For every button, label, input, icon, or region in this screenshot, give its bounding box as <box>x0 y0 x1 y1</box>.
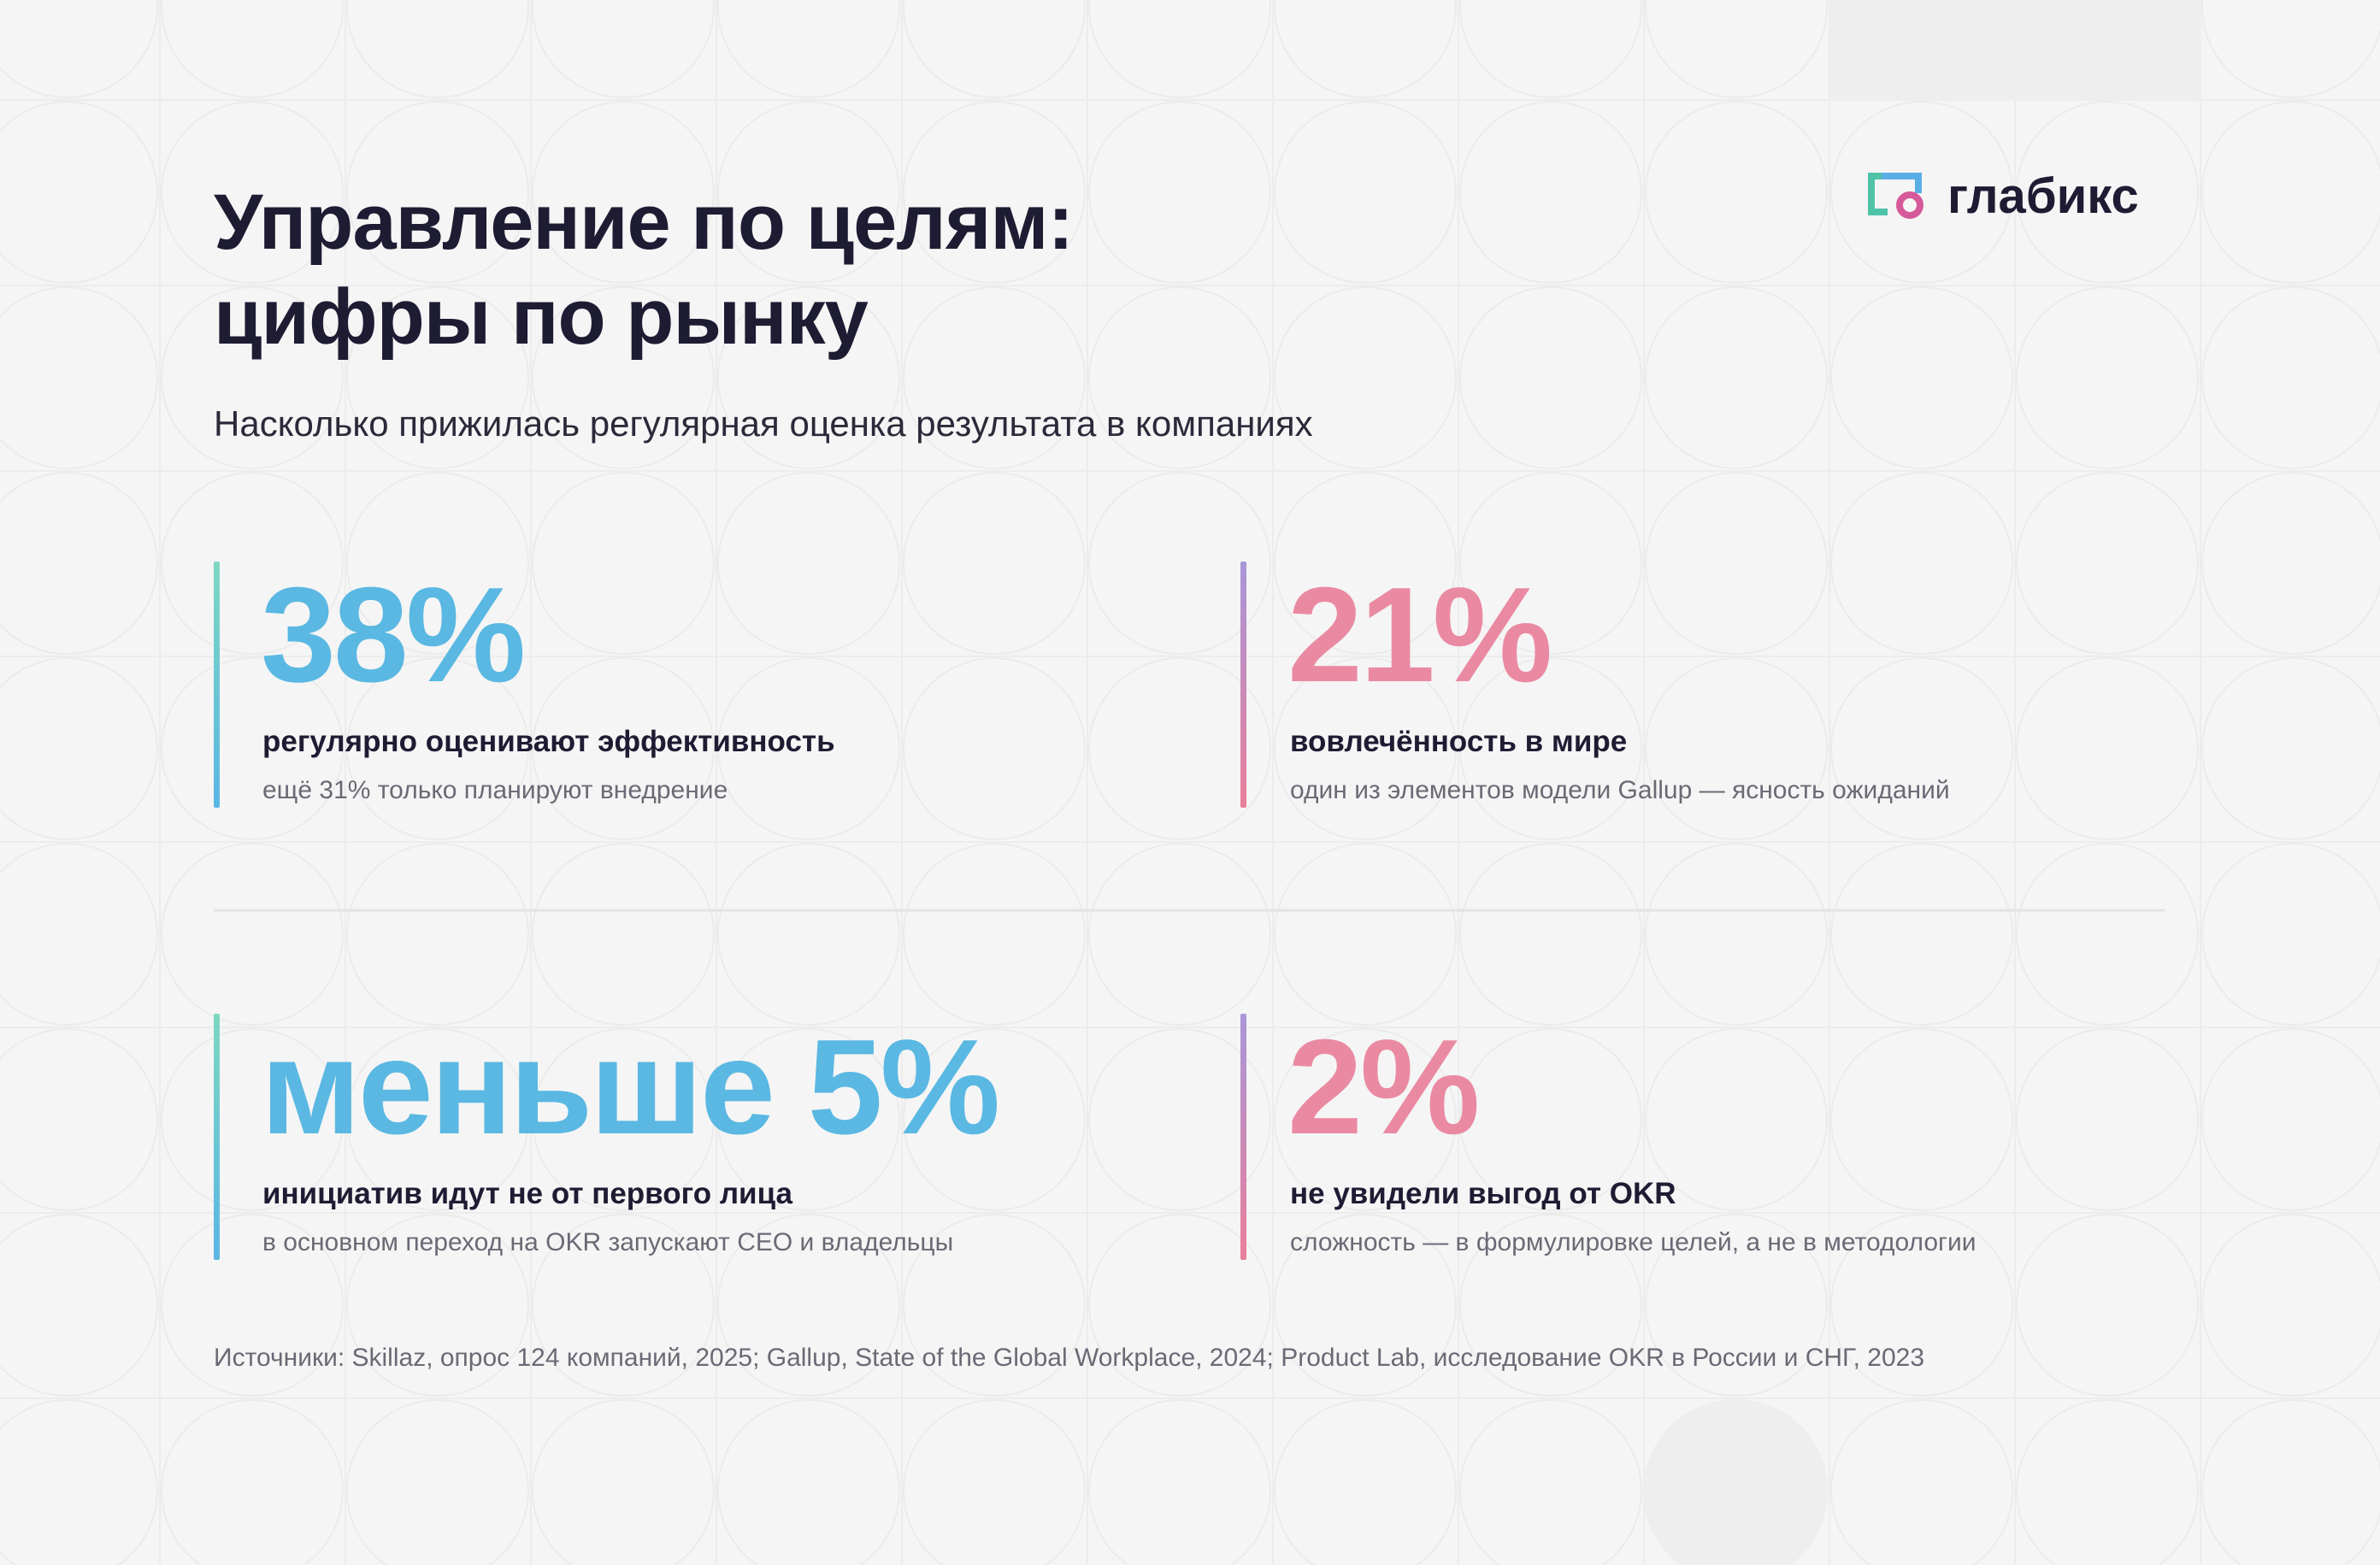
accent-bar <box>214 562 220 808</box>
stat-value: меньше 5% <box>261 1012 1000 1162</box>
logo-text: глабикс <box>1947 168 2139 224</box>
stat-value: 2% <box>1287 1012 1480 1162</box>
stat-note: в основном переход на OKR запускают CEO … <box>262 1228 954 1256</box>
stat-label: регулярно оценивают эффективность <box>262 725 835 758</box>
logo-icon <box>1868 173 1923 219</box>
accent-bar <box>1240 562 1246 808</box>
stat-label: вовлечённость в мире <box>1290 725 1628 758</box>
subtitle: Насколько прижилась регулярная оценка ре… <box>214 403 1313 444</box>
stat-note: сложность — в формулировке целей, а не в… <box>1290 1228 1976 1256</box>
title-line: цифры по рынку <box>214 274 869 361</box>
accent-bar <box>1240 1014 1246 1260</box>
sources: Источники: Skillaz, опрос 124 компаний, … <box>214 1344 1925 1372</box>
stat-note: один из элементов модели Gallup — ясност… <box>1290 776 1950 804</box>
stat-label: не увидели выгод от OKR <box>1290 1177 1676 1210</box>
accent-bar <box>214 1014 220 1260</box>
title-line: Управление по целям: <box>214 179 1074 266</box>
stat-label: инициатив идут не от первого лица <box>262 1177 792 1210</box>
stat-value: 38% <box>261 560 526 710</box>
stat-value: 21% <box>1287 560 1552 710</box>
stat-note: ещё 31% только планируют внедрение <box>262 776 728 804</box>
